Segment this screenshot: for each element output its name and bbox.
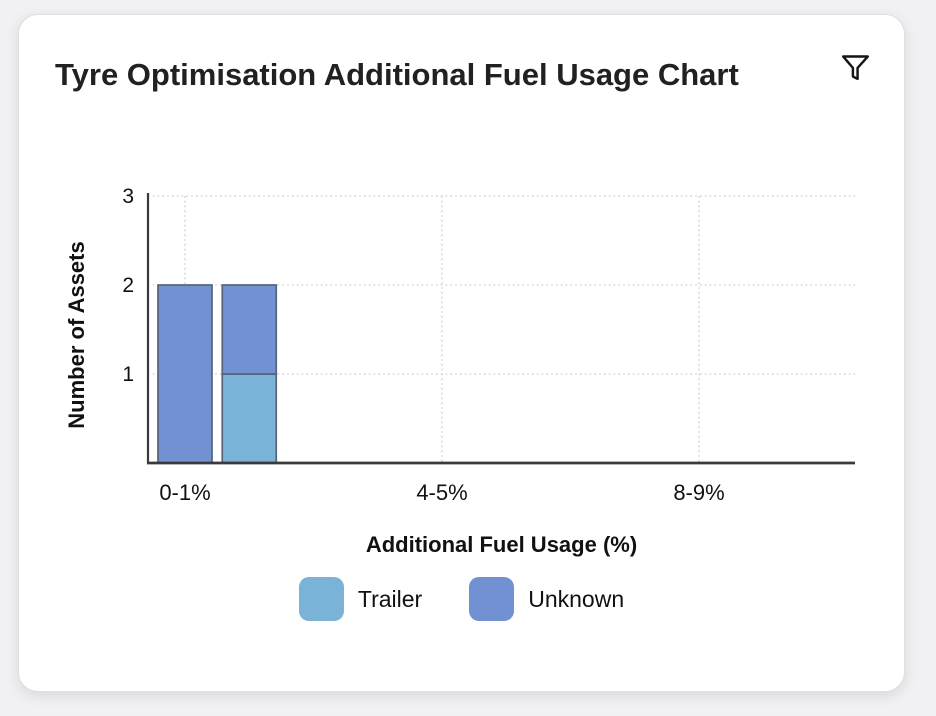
legend-item-unknown[interactable]: Unknown [469, 577, 624, 621]
chart-legend: Trailer Unknown [19, 577, 904, 621]
filter-icon [841, 54, 869, 80]
y-tick-label: 3 [122, 185, 134, 208]
legend-swatch-unknown [469, 577, 515, 621]
x-tick-label: 8-9% [673, 480, 724, 505]
legend-label-unknown: Unknown [528, 585, 625, 612]
legend-item-trailer[interactable]: Trailer [298, 577, 423, 621]
filter-button[interactable] [831, 43, 879, 91]
y-tick-label: 2 [122, 274, 134, 297]
y-tick-label: 1 [122, 363, 134, 386]
bar-segment-unknown-0-1%[interactable] [157, 284, 213, 464]
x-tick-label: 4-5% [416, 480, 467, 505]
chart-card: Tyre Optimisation Additional Fuel Usage … [18, 14, 905, 692]
y-axis-title: Number of Assets [64, 241, 89, 428]
x-axis-title: Additional Fuel Usage (%) [366, 532, 637, 557]
bar-segment-unknown-1-2%[interactable] [221, 284, 278, 375]
legend-label-trailer: Trailer [357, 585, 423, 612]
legend-swatch-trailer [298, 577, 344, 621]
chart-card-title: Tyre Optimisation Additional Fuel Usage … [55, 57, 739, 92]
x-tick-label: 0-1% [159, 480, 210, 505]
bar-segment-trailer-1-2%[interactable] [221, 373, 278, 464]
